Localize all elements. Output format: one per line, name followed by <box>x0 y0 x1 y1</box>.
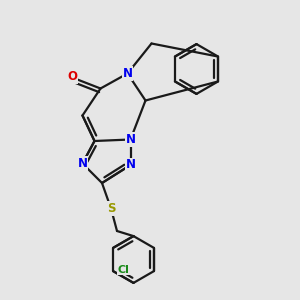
Text: Cl: Cl <box>118 265 130 275</box>
Text: N: N <box>125 158 136 172</box>
Text: N: N <box>125 133 136 146</box>
Text: O: O <box>67 70 77 83</box>
Text: N: N <box>122 67 133 80</box>
Text: S: S <box>107 202 115 215</box>
Text: N: N <box>77 157 88 170</box>
